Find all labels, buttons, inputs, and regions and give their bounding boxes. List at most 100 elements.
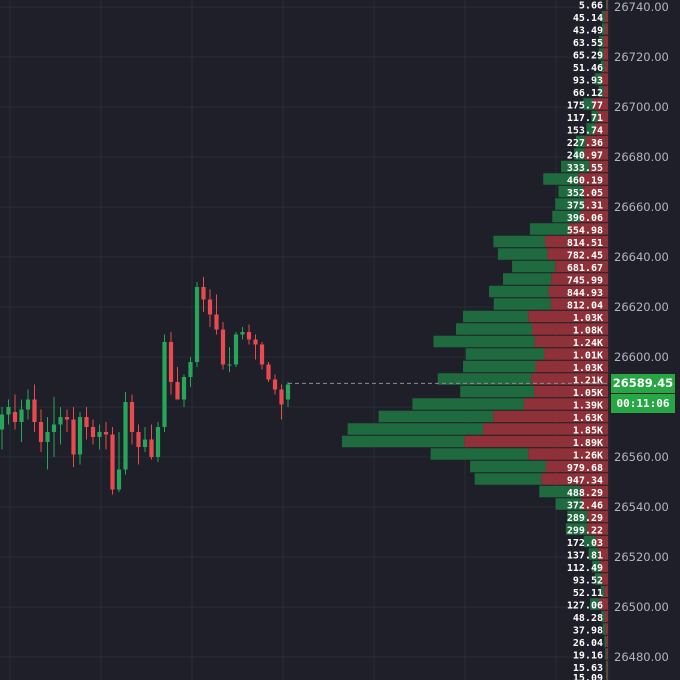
profile-bar-sell xyxy=(584,148,608,160)
profile-bar-buy xyxy=(594,73,602,85)
profile-volume-label: 681.67 xyxy=(567,263,603,274)
candle-body xyxy=(272,379,278,390)
profile-bar-sell xyxy=(534,385,608,398)
profile-bar-buy xyxy=(555,198,585,210)
profile-volume-label: 488.29 xyxy=(567,488,603,499)
profile-bar-sell xyxy=(598,110,608,123)
candle-body xyxy=(64,417,70,420)
profile-bar-sell xyxy=(603,48,608,60)
profile-volume-label: 352.05 xyxy=(567,188,603,199)
profile-bar-sell xyxy=(531,373,608,385)
profile-volume-label: 1.39K xyxy=(573,401,603,412)
profile-volume-label: 175.77 xyxy=(567,101,603,112)
profile-volume-label: 112.49 xyxy=(567,563,603,574)
profile-volume-label: 51.46 xyxy=(573,63,603,74)
profile-volume-label: 172.03 xyxy=(567,538,603,549)
profile-volume-label: 1.08K xyxy=(573,326,603,337)
candle-body xyxy=(168,342,174,382)
profile-bar-buy xyxy=(586,123,596,135)
candle-body xyxy=(162,342,167,427)
profile-volume-label: 372.46 xyxy=(567,501,603,512)
grid xyxy=(0,0,609,680)
profile-bar-sell xyxy=(535,360,608,373)
candle-body xyxy=(136,432,141,447)
profile-bar-sell xyxy=(593,98,608,110)
profile-volume-label: 137.81 xyxy=(567,551,603,562)
profile-bar-sell xyxy=(583,185,608,198)
profile-volume-label: 52.11 xyxy=(573,588,603,599)
profile-bar-buy xyxy=(598,85,604,98)
profile-volume-label: 1.03K xyxy=(573,363,603,374)
candle-body xyxy=(116,469,122,490)
profile-bar-buy xyxy=(529,223,569,235)
profile-bar-buy xyxy=(606,0,607,10)
profile-volume-label: 43.49 xyxy=(573,26,603,37)
profile-volume-label: 460.19 xyxy=(567,176,603,187)
profile-bar-buy xyxy=(489,285,549,298)
profile-volume-label: 289.29 xyxy=(567,513,603,524)
current-price-label: 26589.45 xyxy=(611,373,675,393)
profile-volume-label: 375.31 xyxy=(567,201,603,212)
profile-bar-sell xyxy=(584,198,608,210)
profile-bar-buy xyxy=(342,435,465,448)
candle-body xyxy=(12,412,18,422)
profile-bar-sell xyxy=(568,223,608,235)
profile-volume-label: 396.06 xyxy=(567,213,603,224)
profile-bar-buy xyxy=(474,473,542,485)
profile-bar-sell xyxy=(606,648,608,660)
profile-volume-label: 1.26K xyxy=(573,451,603,462)
price-axis-tick-label: 26500.00 xyxy=(614,600,669,614)
profile-bar-sell xyxy=(528,448,608,460)
profile-bar-buy xyxy=(493,298,551,310)
profile-bar-buy xyxy=(561,160,590,173)
profile-bar-sell xyxy=(550,298,608,310)
candle-body xyxy=(129,402,135,432)
profile-volume-label: 979.68 xyxy=(567,463,603,474)
profile-bar-sell xyxy=(555,260,608,273)
candle-body xyxy=(259,344,265,365)
profile-bar-sell xyxy=(604,585,608,598)
profile-bar-sell xyxy=(607,0,608,10)
profile-bar-buy xyxy=(552,210,581,223)
profile-bar-buy xyxy=(470,460,546,473)
profile-bar-sell xyxy=(580,210,608,223)
profile-bar-sell xyxy=(580,485,608,498)
profile-bar-sell xyxy=(601,573,608,585)
price-axis-tick-label: 26480.00 xyxy=(614,650,669,664)
profile-bar-sell xyxy=(493,410,608,423)
candle-body xyxy=(201,287,206,300)
candle-body xyxy=(19,409,24,422)
profile-bar-sell xyxy=(523,398,608,410)
candle-body xyxy=(58,417,63,425)
profile-bar-buy xyxy=(430,448,529,460)
profile-bar-sell xyxy=(585,135,608,148)
profile-volume-label: 1.63K xyxy=(573,413,603,424)
price-axis-tick-label: 26520.00 xyxy=(614,550,669,564)
price-axis-tick-label: 26620.00 xyxy=(614,300,669,314)
profile-bar-sell xyxy=(601,73,608,85)
candle-body xyxy=(246,332,252,340)
profile-bar-buy xyxy=(456,323,532,335)
profile-bar-buy xyxy=(594,573,602,585)
profile-volume-label: 5.66 xyxy=(579,1,603,12)
profile-bar-buy xyxy=(567,510,588,523)
price-axis-tick-label: 26600.00 xyxy=(614,350,669,364)
profile-bar-sell xyxy=(599,598,608,610)
price-axis[interactable]: 26740.00 26720.00 26700.00 26680.00 26660.00… xyxy=(614,0,669,664)
profile-bar-buy xyxy=(347,423,484,435)
profile-bar-sell xyxy=(604,10,608,23)
profile-volume-label: 1.89K xyxy=(573,438,603,449)
price-axis-tick-label: 26540.00 xyxy=(614,500,669,514)
profile-volume-label: 1.24K xyxy=(573,338,603,349)
profile-volume-label: 745.99 xyxy=(567,276,603,287)
profile-bar-buy xyxy=(539,485,581,498)
candle-body xyxy=(188,362,193,377)
profile-bar-sell xyxy=(595,123,608,135)
profile-bar-buy xyxy=(493,235,545,248)
candle-body xyxy=(84,417,89,427)
profile-bar-sell xyxy=(604,23,608,35)
candle-body xyxy=(71,419,76,455)
profile-bar-buy xyxy=(574,148,585,160)
